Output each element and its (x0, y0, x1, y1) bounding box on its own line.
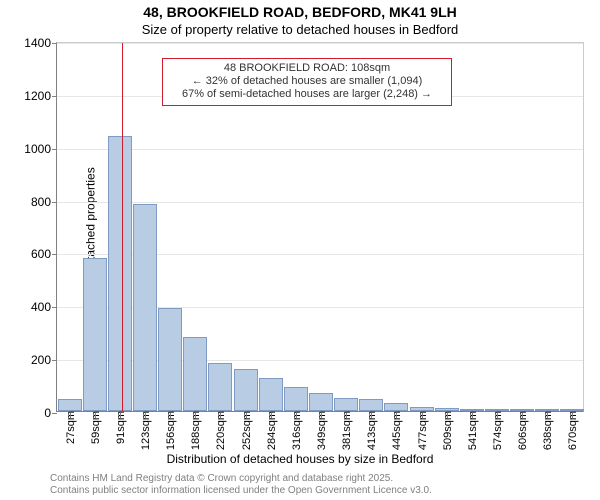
gridline (57, 202, 583, 203)
histogram-bar (183, 337, 207, 411)
chart-title: 48, BROOKFIELD ROAD, BEDFORD, MK41 9LH (0, 4, 600, 20)
histogram-bar (359, 399, 383, 411)
attribution-line-2: Contains public sector information licen… (50, 485, 432, 496)
histogram-bar (309, 393, 333, 412)
chart-subtitle: Size of property relative to detached ho… (0, 22, 600, 37)
x-axis-label: Distribution of detached houses by size … (0, 452, 600, 466)
histogram-bar (58, 399, 82, 411)
histogram-bar (108, 136, 132, 411)
histogram-bar (234, 369, 258, 411)
annotation-line: 67% of semi-detached houses are larger (… (173, 88, 441, 101)
annotation-line: ← 32% of detached houses are smaller (1,… (173, 75, 441, 88)
annotation-line: 48 BROOKFIELD ROAD: 108sqm (173, 62, 441, 75)
histogram-bar (259, 378, 283, 411)
annotation-box: 48 BROOKFIELD ROAD: 108sqm← 32% of detac… (162, 58, 452, 106)
histogram-bar (158, 308, 182, 411)
histogram-bar (284, 387, 308, 411)
histogram-bar (334, 398, 358, 411)
attribution-line-1: Contains HM Land Registry data © Crown c… (50, 473, 393, 484)
gridline (57, 149, 583, 150)
plot-area: 020040060080010001200140027sqm59sqm91sqm… (56, 42, 584, 412)
histogram-bar (384, 403, 408, 411)
histogram-bar (208, 363, 232, 411)
gridline (57, 43, 583, 44)
histogram-bar (83, 258, 107, 411)
property-marker-line (122, 43, 123, 411)
chart-container: 48, BROOKFIELD ROAD, BEDFORD, MK41 9LH S… (0, 0, 600, 500)
histogram-bar (133, 204, 157, 411)
